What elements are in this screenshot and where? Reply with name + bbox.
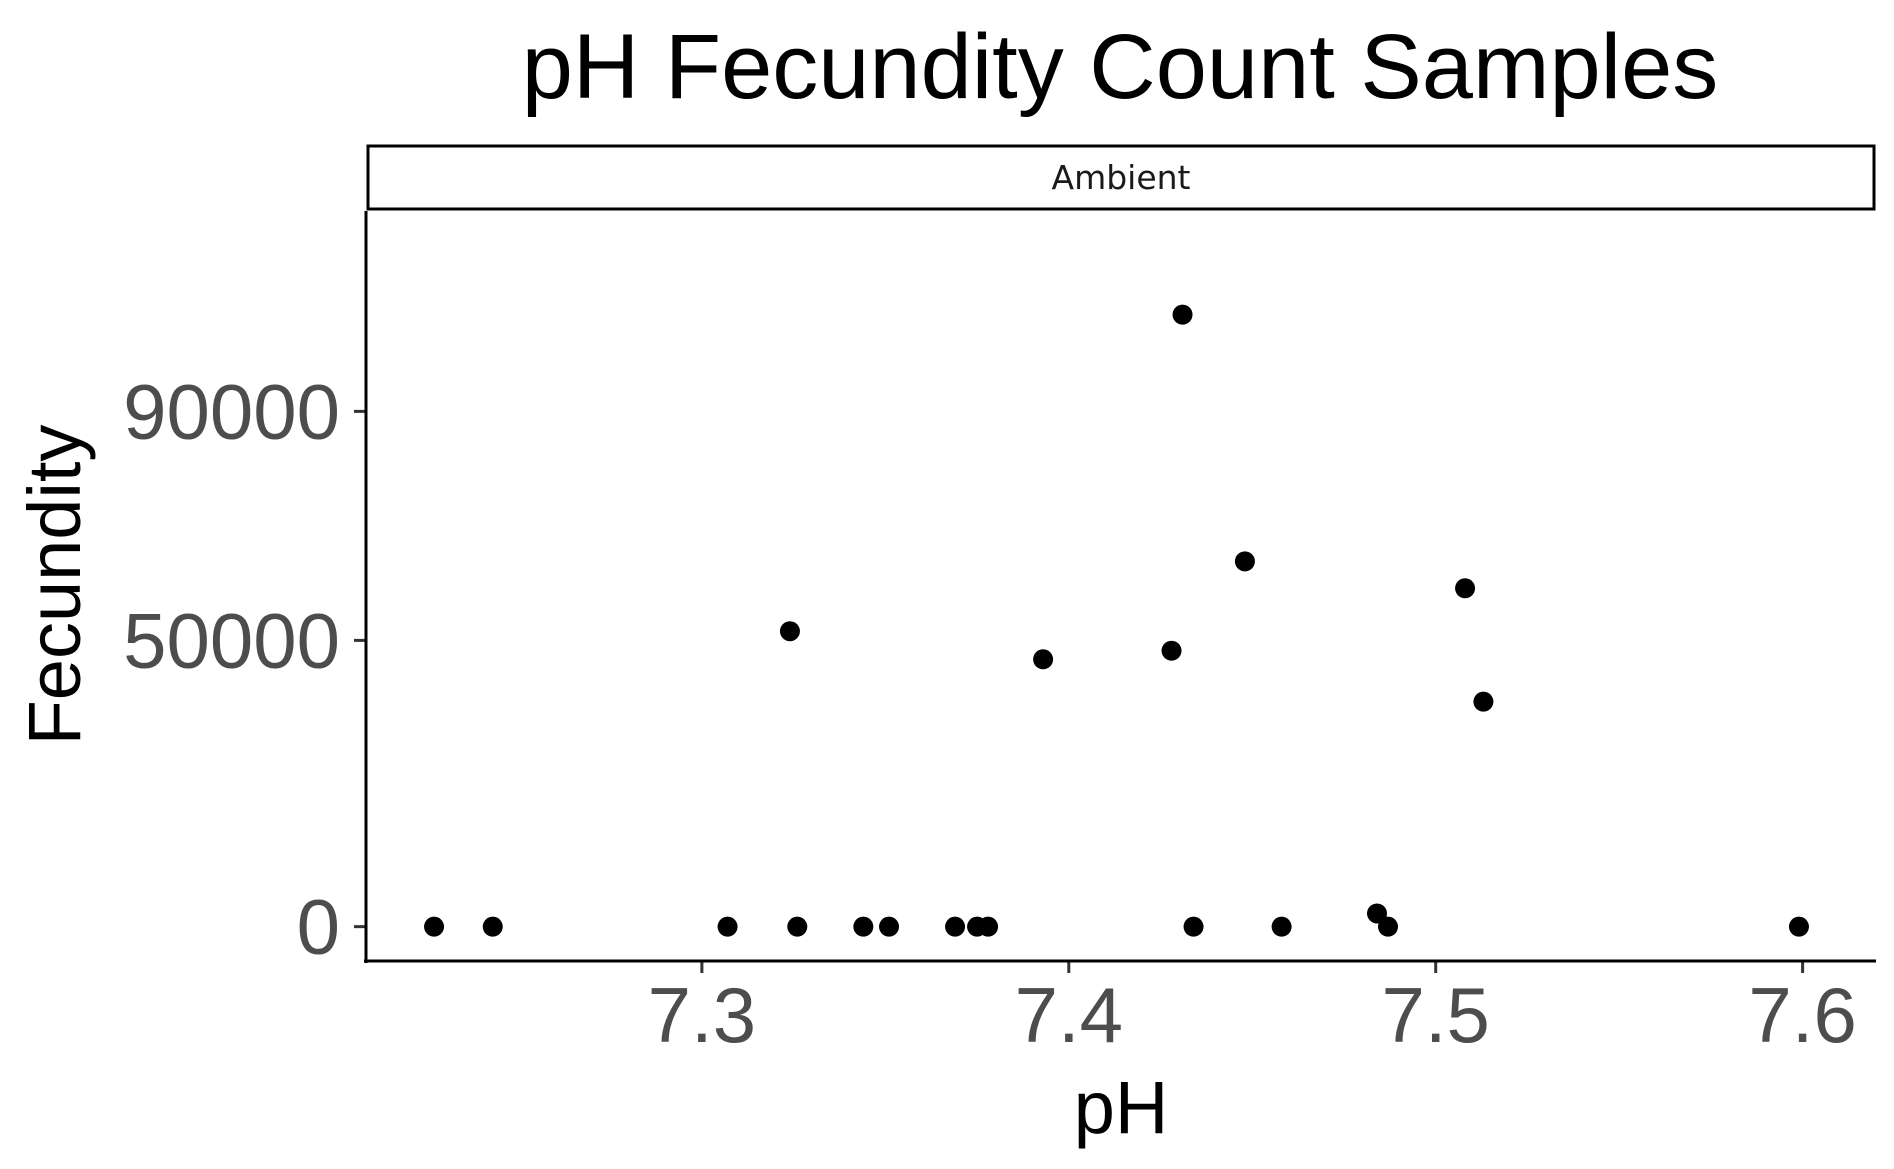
data-point — [1788, 916, 1809, 937]
data-point — [779, 621, 800, 642]
data-point — [1473, 691, 1494, 712]
data-point — [1378, 916, 1399, 937]
data-point — [1271, 916, 1292, 937]
facet-strip — [366, 144, 1876, 211]
x-tick-label: 7.5 — [1381, 971, 1489, 1059]
y-tick-label: 90000 — [123, 367, 340, 455]
data-point — [482, 916, 503, 937]
data-point — [1234, 551, 1255, 572]
data-point — [879, 916, 900, 937]
y-axis-title: Fecundity — [13, 425, 96, 746]
x-tick-label: 7.3 — [648, 971, 756, 1059]
data-point — [424, 916, 445, 937]
y-tick-label: 50000 — [123, 596, 340, 684]
data-point — [787, 916, 808, 937]
y-axis: 0 50000 90000 — [123, 367, 366, 971]
x-tick-label: 7.6 — [1748, 971, 1856, 1059]
scatter-points — [424, 304, 1809, 937]
data-point — [853, 916, 874, 937]
x-axis-title: pH — [1074, 1066, 1169, 1149]
data-point — [717, 916, 738, 937]
x-axis: 7.3 7.4 7.5 7.6 — [648, 961, 1857, 1059]
facet-strip-label: Ambient — [1052, 158, 1191, 197]
data-point — [1161, 640, 1182, 661]
data-point — [978, 916, 999, 937]
data-point — [1367, 903, 1388, 924]
data-point — [1455, 578, 1476, 599]
data-point — [945, 916, 966, 937]
y-tick-label: 0 — [297, 883, 340, 971]
chart-title: pH Fecundity Count Samples — [522, 16, 1719, 118]
data-point — [1183, 916, 1204, 937]
data-point — [1033, 649, 1054, 670]
data-point — [1172, 304, 1193, 325]
x-tick-label: 7.4 — [1015, 971, 1123, 1059]
